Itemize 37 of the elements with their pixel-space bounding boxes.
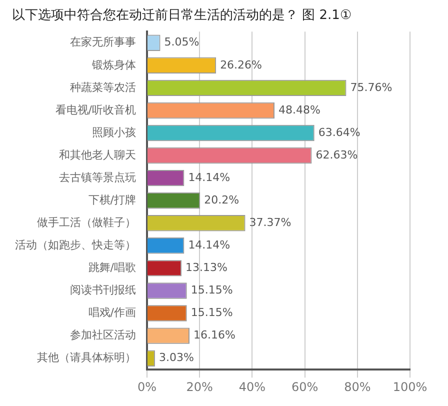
data-label: 13.13% — [186, 261, 228, 274]
data-label: 14.14% — [188, 238, 230, 252]
y-tick-label: 阅读书刊报纸 — [70, 284, 136, 297]
x-tick-label: 0% — [137, 380, 157, 394]
y-tick-label: 去古镇等景点玩 — [59, 170, 136, 184]
data-label: 15.15% — [190, 306, 233, 320]
y-tick-label: 和其他老人聊天 — [59, 148, 136, 162]
x-tick-label: 100% — [392, 380, 428, 394]
data-label: 5.05% — [164, 36, 200, 49]
x-tick-label: 80% — [344, 380, 371, 394]
x-tick-label: 40% — [238, 380, 266, 394]
data-label: 63.64% — [318, 126, 360, 139]
y-tick-label: 跳舞/唱歌 — [88, 261, 136, 274]
data-label: 37.37% — [249, 216, 292, 229]
data-label: 14.14% — [188, 170, 230, 184]
x-tick-label: 60% — [291, 380, 318, 394]
y-tick-label: 参加社区活动 — [70, 328, 136, 342]
y-tick-label: 活动（如跑步、快走等） — [15, 238, 136, 252]
y-tick-label: 锻炼身体 — [91, 58, 136, 72]
y-tick-label: 唱戏/作画 — [88, 306, 136, 320]
y-tick-label: 其他（请具体标明） — [37, 351, 136, 364]
data-label: 26.26% — [220, 58, 262, 72]
data-label: 48.48% — [278, 103, 320, 116]
data-label: 3.03% — [158, 351, 194, 364]
data-label: 15.15% — [190, 284, 233, 297]
y-tick-label: 照顾小孩 — [92, 126, 136, 139]
data-label: 20.2% — [204, 193, 240, 206]
data-label: 62.63% — [316, 148, 358, 162]
x-tick-label: 20% — [186, 380, 213, 394]
data-label: 75.76% — [350, 80, 392, 94]
data-label: 16.16% — [194, 328, 236, 342]
y-tick-label: 种蔬菜等农活 — [70, 80, 136, 94]
y-tick-label: 做手工活（做鞋子） — [37, 216, 136, 229]
y-tick-label: 在家无所事事 — [70, 36, 136, 49]
chart-title: 以下选项中符合您在动迁前日常生活的活动的是？ 图 2.1① — [12, 8, 352, 24]
y-tick-label: 下棋/打牌 — [88, 193, 136, 206]
y-tick-label: 看电视/听收音机 — [55, 103, 136, 116]
